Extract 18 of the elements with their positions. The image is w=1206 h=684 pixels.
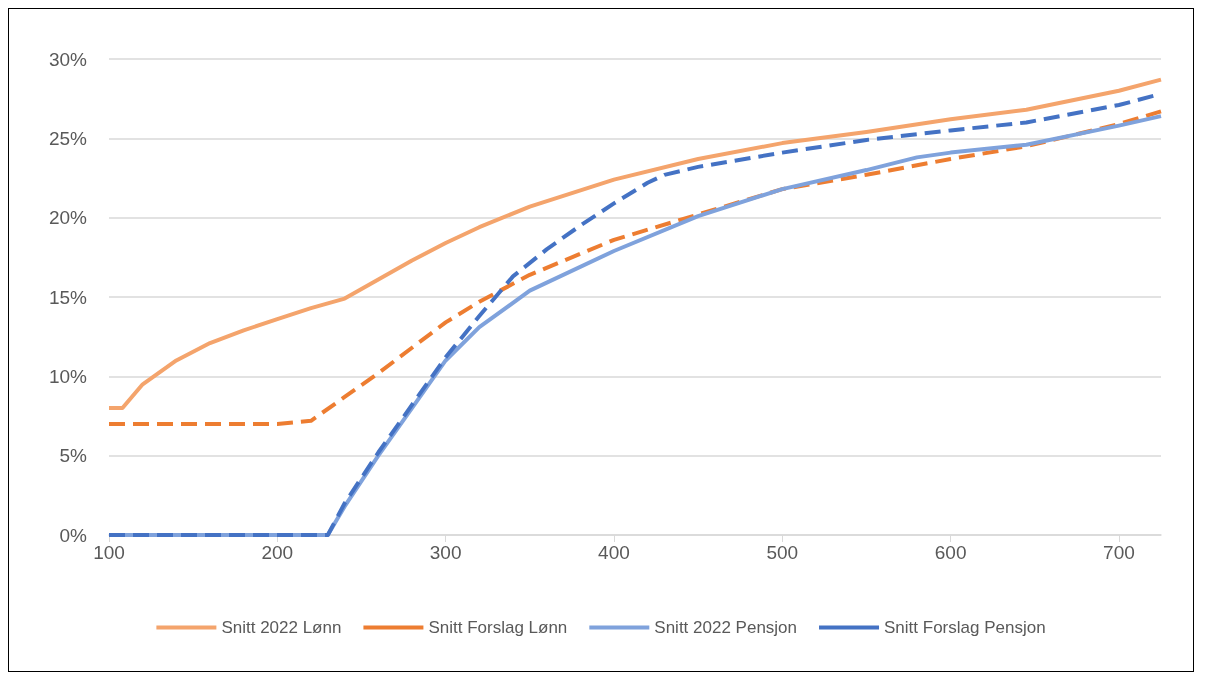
legend-label: Snitt 2022 Pensjon <box>654 618 798 637</box>
y-tick-label: 10% <box>48 365 88 387</box>
legend-label: Snitt Forslag Pensjon <box>884 618 1046 637</box>
y-tick-label: 20% <box>48 207 88 229</box>
x-tick-label: 200 <box>261 542 294 563</box>
x-tick-label: 300 <box>429 542 462 563</box>
x-tick-label: 500 <box>766 542 799 563</box>
y-tick-label: 25% <box>48 127 88 149</box>
x-tick-label: 600 <box>934 542 967 563</box>
x-tick-label: 100 <box>93 542 125 563</box>
legend-label: Snitt Forslag Lønn <box>428 618 568 637</box>
y-tick-label: 5% <box>59 445 88 467</box>
x-tick-label: 400 <box>598 542 630 563</box>
y-tick-label: 0% <box>59 524 88 546</box>
legend-label: Snitt 2022 Lønn <box>221 618 342 637</box>
y-tick-label: 30% <box>48 48 88 70</box>
y-tick-label: 15% <box>48 286 88 308</box>
x-tick-label: 700 <box>1103 542 1135 563</box>
